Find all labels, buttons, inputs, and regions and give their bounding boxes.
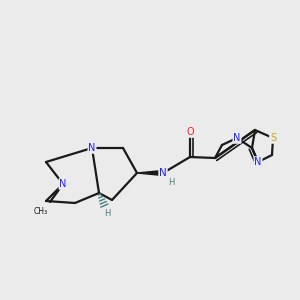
Text: N: N xyxy=(59,179,67,189)
Polygon shape xyxy=(137,170,163,175)
Text: O: O xyxy=(186,127,194,137)
Text: H: H xyxy=(104,209,110,218)
Text: N: N xyxy=(88,143,96,153)
Text: H: H xyxy=(168,178,174,187)
Text: S: S xyxy=(270,133,276,143)
Text: N: N xyxy=(233,133,241,143)
Text: N: N xyxy=(159,168,167,178)
Text: CH₃: CH₃ xyxy=(34,207,48,216)
Text: N: N xyxy=(254,157,262,167)
